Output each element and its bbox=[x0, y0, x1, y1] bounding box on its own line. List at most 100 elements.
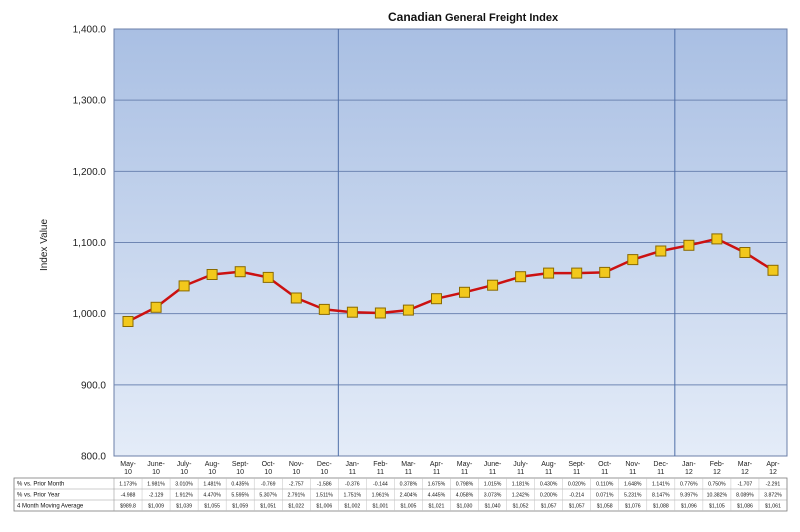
table-cell: 0.435% bbox=[231, 482, 249, 488]
y-tick-label: 1,000.0 bbox=[73, 309, 107, 320]
data-point-marker bbox=[150, 301, 162, 313]
data-point-marker bbox=[234, 266, 246, 278]
data-point-marker bbox=[599, 266, 611, 278]
table-cell: $1,039 bbox=[176, 504, 192, 510]
x-tick-label: Jan- bbox=[346, 461, 360, 468]
table-cell: $1,086 bbox=[737, 504, 753, 510]
table-cell: 3.073% bbox=[484, 493, 502, 499]
y-axis-label: Index Value bbox=[39, 219, 50, 272]
table-cell: 8.089% bbox=[736, 493, 754, 499]
data-point-marker bbox=[515, 271, 527, 283]
table-cell: 1.981% bbox=[147, 482, 165, 488]
x-tick-label: July- bbox=[513, 461, 528, 468]
table-cell: 5.307% bbox=[259, 493, 277, 499]
table-cell: -2.129 bbox=[149, 493, 164, 499]
table-cell: $1,006 bbox=[316, 504, 332, 510]
table-cell: -1.707 bbox=[738, 482, 753, 488]
table-cell: 2.791% bbox=[287, 493, 305, 499]
data-point-marker bbox=[487, 279, 499, 291]
x-tick-label: June- bbox=[147, 461, 165, 468]
x-tick-label: Dec- bbox=[317, 461, 332, 468]
table-cell: 0.378% bbox=[400, 482, 418, 488]
x-axis-ticks: May-10June-10July-10Aug-10Sept-10Oct-10N… bbox=[120, 461, 780, 476]
table-cell: $1,061 bbox=[765, 504, 781, 510]
chart-title-rest: General Freight Index bbox=[445, 12, 559, 24]
table-cell: $1,088 bbox=[653, 504, 669, 510]
data-point-marker bbox=[206, 269, 218, 280]
table-cell: 0.776% bbox=[680, 482, 698, 488]
x-tick-label-year: 11 bbox=[377, 469, 384, 476]
table-cell: $1,009 bbox=[148, 504, 164, 510]
data-point-marker bbox=[627, 254, 639, 266]
data-point-marker bbox=[711, 233, 723, 245]
data-point-marker bbox=[374, 307, 386, 319]
table-cell: 10.382% bbox=[707, 493, 728, 499]
data-point-marker bbox=[683, 239, 695, 251]
data-point-marker bbox=[402, 304, 414, 316]
x-tick-label-year: 10 bbox=[152, 469, 160, 476]
table-cell: 1.173% bbox=[119, 482, 137, 488]
table-row-label: % vs. Prior Year bbox=[17, 493, 60, 499]
x-tick-label: Aug- bbox=[205, 461, 220, 468]
table-cell: $1,051 bbox=[260, 504, 276, 510]
x-tick-label-year: 11 bbox=[657, 469, 664, 476]
table-cell: 1.511% bbox=[316, 493, 334, 499]
table-cell: 0.110% bbox=[596, 482, 614, 488]
x-tick-label: Feb- bbox=[373, 461, 388, 468]
table-cell: 1.181% bbox=[512, 482, 530, 488]
x-tick-label: Mar- bbox=[401, 461, 416, 468]
x-tick-label-year: 12 bbox=[769, 469, 777, 476]
table-cell: 4.470% bbox=[203, 493, 221, 499]
chart-title: Canadian bbox=[388, 10, 442, 24]
x-tick-label: Nov- bbox=[289, 461, 304, 468]
table-cell: $1,022 bbox=[288, 504, 304, 510]
table-cell: 1.242% bbox=[512, 493, 530, 499]
table-cell: 1.648% bbox=[624, 482, 642, 488]
x-tick-label-year: 12 bbox=[713, 469, 721, 476]
table-cell: $1,055 bbox=[204, 504, 220, 510]
data-point-marker bbox=[571, 267, 583, 279]
table-cell: -0.214 bbox=[569, 493, 584, 499]
table-cell: $989.8 bbox=[120, 504, 136, 510]
table-cell: 0.750% bbox=[708, 482, 726, 488]
y-tick-label: 1,200.0 bbox=[73, 167, 107, 178]
y-tick-label: 1,400.0 bbox=[73, 25, 107, 36]
table-cell: 0.020% bbox=[568, 482, 586, 488]
y-tick-label: 1,100.0 bbox=[73, 238, 107, 249]
x-tick-label: Sept- bbox=[232, 461, 249, 468]
x-tick-label-year: 10 bbox=[180, 469, 188, 476]
x-tick-label-year: 11 bbox=[573, 469, 580, 476]
table-cell: $1,058 bbox=[597, 504, 613, 510]
y-axis-ticks: 800.0 900.0 1,000.0 1,100.0 1,200.0 1,300.0 1,… bbox=[73, 25, 107, 463]
x-tick-label-year: 10 bbox=[236, 469, 244, 476]
x-tick-label: Feb- bbox=[710, 461, 725, 468]
table-cell: -0.144 bbox=[373, 482, 388, 488]
x-tick-label-year: 11 bbox=[405, 469, 412, 476]
table-cell: -0.769 bbox=[261, 482, 276, 488]
x-tick-label-year: 12 bbox=[741, 469, 749, 476]
x-tick-label: Sept- bbox=[568, 461, 585, 468]
table-cell: 1.751% bbox=[344, 493, 362, 499]
table-cell: 9.397% bbox=[680, 493, 698, 499]
data-point-marker bbox=[655, 245, 667, 257]
table-cell: 0.430% bbox=[540, 482, 558, 488]
x-tick-label: June- bbox=[484, 461, 502, 468]
series-index-value bbox=[122, 233, 779, 327]
table-cell: 8.147% bbox=[652, 493, 670, 499]
table-cell: -4.988 bbox=[121, 493, 136, 499]
data-point-marker bbox=[543, 267, 555, 279]
table-cell: 5.231% bbox=[624, 493, 642, 499]
data-point-marker bbox=[459, 286, 470, 298]
y-tick-label: 1,300.0 bbox=[73, 96, 107, 107]
x-tick-label-year: 11 bbox=[349, 469, 356, 476]
table-cell: 0.798% bbox=[456, 482, 474, 488]
table-row-label: % vs. Prior Month bbox=[17, 482, 64, 488]
table-cell: $1,105 bbox=[709, 504, 725, 510]
x-tick-label-year: 10 bbox=[320, 469, 328, 476]
table-cell: 4.058% bbox=[456, 493, 474, 499]
table-cell: 1.675% bbox=[428, 482, 446, 488]
table-cell: -2.291 bbox=[766, 482, 781, 488]
data-table: % vs. Prior Month 1.173% 1.981% 3.010% 1.481… bbox=[13, 477, 788, 512]
x-tick-label-year: 11 bbox=[433, 469, 440, 476]
